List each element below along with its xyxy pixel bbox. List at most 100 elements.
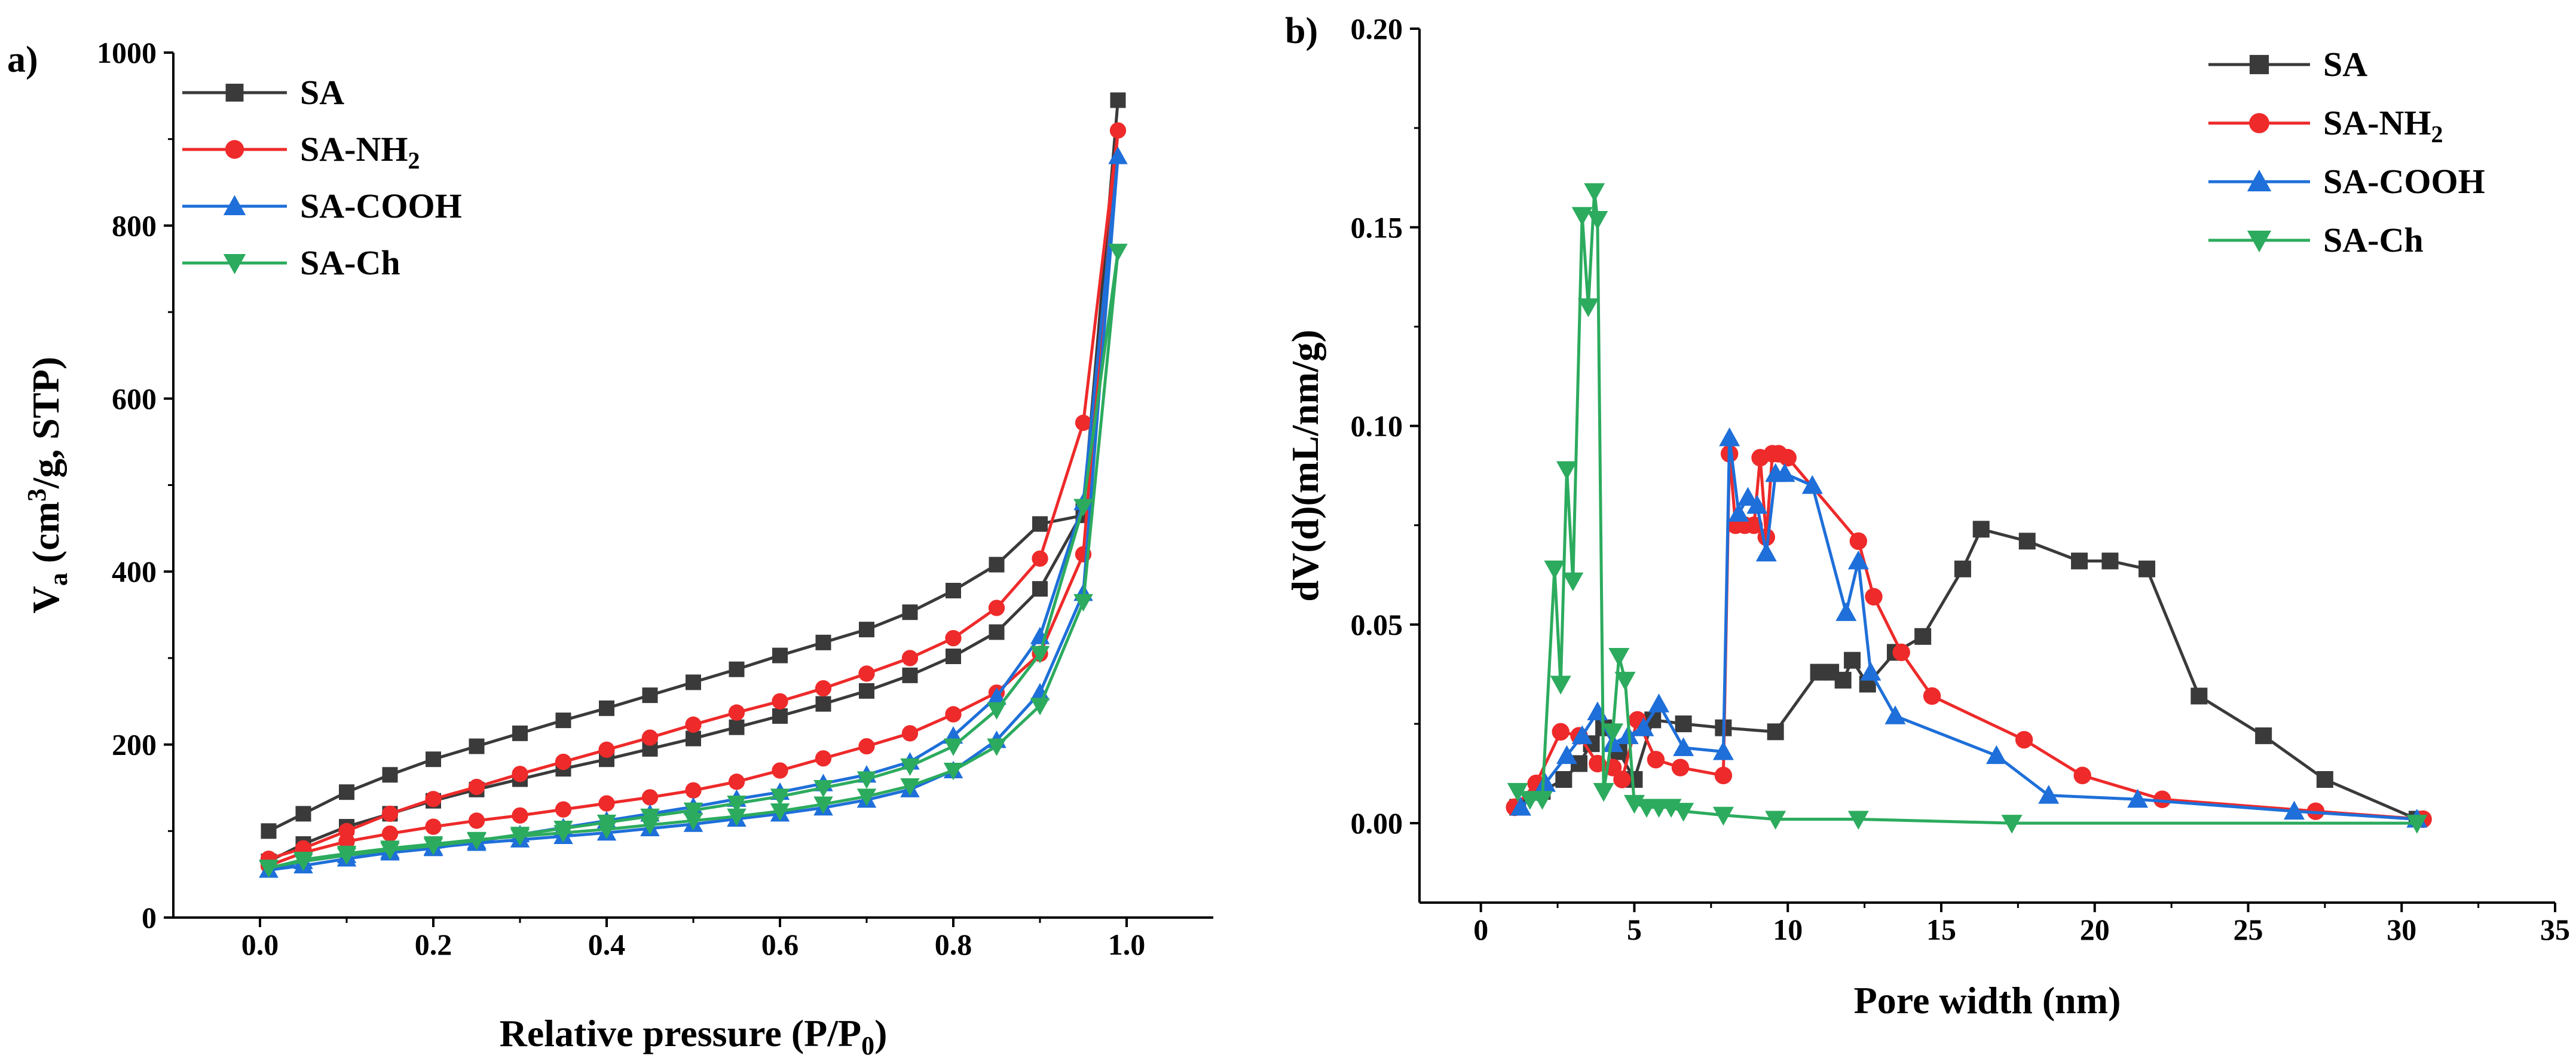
- series-sa-ch: [1507, 183, 2428, 834]
- data-point: [1544, 560, 1565, 580]
- x-tick-label: 0.4: [588, 928, 626, 961]
- data-point: [772, 708, 788, 724]
- data-point: [1587, 701, 1608, 721]
- data-point: [1671, 759, 1690, 776]
- data-point: [1767, 723, 1784, 741]
- legend-label: SA: [300, 73, 344, 112]
- x-tick-label: 0.6: [761, 928, 799, 961]
- data-point: [1073, 594, 1093, 612]
- data-point: [2190, 687, 2208, 705]
- x-axis-title-suffix: ): [874, 1012, 887, 1054]
- data-point: [815, 750, 832, 767]
- data-point: [339, 784, 354, 800]
- data-point: [686, 730, 701, 747]
- data-point: [599, 700, 614, 716]
- data-point: [1030, 698, 1050, 716]
- y-axis-title: dV(d)(mL/nm/g): [1284, 329, 1326, 601]
- series-sa-cooh: [1510, 427, 2428, 828]
- x-tick-label: 35: [2540, 913, 2570, 946]
- data-point: [336, 847, 357, 866]
- data-point: [770, 788, 790, 806]
- data-point: [425, 818, 442, 835]
- legend-marker: [2249, 54, 2269, 75]
- data-point: [1584, 183, 1605, 202]
- data-point: [815, 634, 831, 650]
- data-point: [987, 738, 1006, 756]
- data-point: [640, 808, 660, 826]
- data-point: [1556, 745, 1577, 765]
- legend-marker: [223, 254, 246, 274]
- data-point: [469, 738, 485, 754]
- data-point: [683, 802, 703, 820]
- y-tick-label: 0.10: [1351, 409, 1403, 443]
- data-point: [727, 795, 747, 814]
- data-point: [1755, 542, 1777, 562]
- data-point: [1954, 560, 1971, 577]
- data-point: [813, 796, 833, 814]
- data-point: [468, 812, 485, 829]
- data-point: [1648, 693, 1670, 713]
- data-point: [555, 713, 571, 729]
- data-point: [859, 683, 874, 699]
- legend-label: SA: [2323, 45, 2367, 84]
- data-point: [1613, 771, 1631, 788]
- data-point: [1884, 705, 1906, 724]
- data-point: [1675, 715, 1692, 732]
- data-point: [2073, 766, 2091, 785]
- data-point: [987, 702, 1006, 720]
- data-point: [1765, 811, 1786, 830]
- x-axis-title: Pore width (nm): [1854, 979, 2121, 1022]
- data-point: [382, 767, 398, 783]
- data-point: [1647, 751, 1665, 769]
- data-point: [772, 762, 788, 779]
- x-tick-label: 20: [2080, 913, 2110, 946]
- x-tick-label: 25: [2233, 913, 2263, 946]
- data-point: [1593, 782, 1614, 802]
- series-sa: [261, 92, 1126, 869]
- data-point: [467, 833, 487, 851]
- x-axis-title-subscript: 0: [861, 1031, 874, 1060]
- data-point: [2406, 815, 2428, 834]
- data-point: [1719, 427, 1740, 447]
- legend-label-text: SA: [2323, 45, 2367, 84]
- data-point: [900, 778, 920, 796]
- series-line: [1516, 189, 2417, 825]
- data-point: [1985, 745, 2007, 765]
- data-point: [1972, 521, 1990, 538]
- x-tick-label: 30: [2387, 913, 2416, 946]
- series-sa: [1509, 521, 2425, 828]
- data-point: [1834, 671, 1852, 689]
- data-point: [423, 837, 443, 856]
- data-point: [1712, 806, 1734, 826]
- data-point: [945, 706, 962, 723]
- y-tick-label: 0.05: [1351, 608, 1403, 641]
- data-point: [1110, 92, 1126, 108]
- y-tick-label: 400: [112, 555, 157, 588]
- y-tick-label: 0.15: [1351, 210, 1403, 244]
- legend-marker: [2249, 113, 2269, 133]
- data-point: [553, 820, 573, 839]
- data-point: [859, 622, 874, 638]
- data-point: [338, 823, 355, 839]
- data-point: [1075, 414, 1092, 431]
- data-point: [1531, 791, 1553, 810]
- y-axis-title-suffix: /g, STP): [25, 357, 67, 489]
- data-point: [1801, 475, 1823, 494]
- legend-label: SA-Ch: [2323, 221, 2424, 259]
- data-point: [902, 604, 918, 620]
- data-point: [1614, 671, 1636, 691]
- data-point: [1847, 550, 1869, 570]
- legend-label-text: SA-COOH: [300, 186, 462, 225]
- data-point: [1860, 662, 1881, 681]
- y-tick-label: 200: [112, 728, 157, 762]
- data-point: [901, 650, 919, 666]
- data-point: [1737, 487, 1758, 506]
- legend-label-subscript: 2: [2431, 121, 2443, 148]
- data-point: [772, 693, 788, 710]
- data-point: [2018, 533, 2036, 550]
- legend-marker: [225, 140, 244, 159]
- legend: SA SA-NH2 SA-COOH SA-Ch: [182, 73, 462, 282]
- y-tick-label: 0.00: [1351, 806, 1403, 840]
- legend-marker: [2247, 230, 2272, 253]
- panel-label: a): [7, 39, 38, 80]
